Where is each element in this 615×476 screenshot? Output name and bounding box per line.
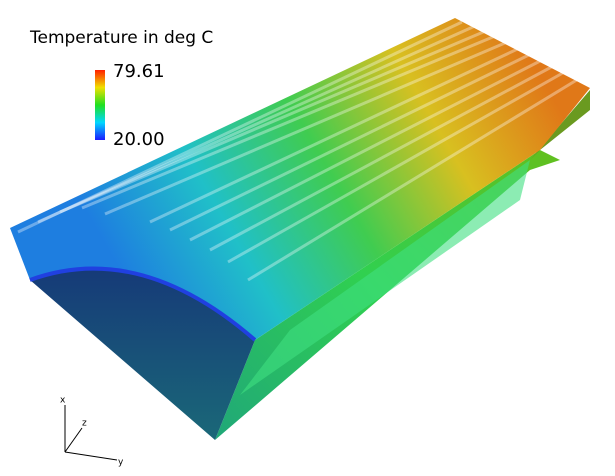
axis-line bbox=[64, 427, 83, 453]
fin bbox=[59, 28, 489, 214]
fin bbox=[169, 50, 536, 232]
fin bbox=[227, 68, 569, 264]
fin bbox=[81, 32, 501, 210]
legend-max: 79.61 bbox=[113, 61, 165, 82]
fin bbox=[17, 20, 463, 234]
axis-line bbox=[64, 451, 118, 461]
front-face bbox=[30, 268, 255, 440]
axis-label: y bbox=[118, 458, 124, 468]
fins bbox=[17, 20, 581, 282]
fin bbox=[104, 38, 513, 216]
color-bar bbox=[95, 70, 105, 140]
axis-label: z bbox=[82, 419, 87, 429]
legend-title: Temperature in deg C bbox=[29, 28, 213, 48]
fin bbox=[149, 44, 525, 224]
fin bbox=[37, 24, 476, 224]
fin bbox=[247, 76, 581, 282]
axes-triad: x y z bbox=[60, 396, 124, 468]
color-legend: Temperature in deg C 79.61 20.00 bbox=[29, 28, 213, 150]
top-surface bbox=[10, 18, 590, 340]
front-arc bbox=[29, 266, 257, 342]
legend-min: 20.00 bbox=[113, 129, 165, 150]
axis-label: x bbox=[60, 396, 66, 406]
fin bbox=[209, 62, 558, 252]
side-face-bright bbox=[240, 160, 530, 395]
fin bbox=[189, 56, 547, 242]
heat-sink bbox=[10, 18, 590, 440]
